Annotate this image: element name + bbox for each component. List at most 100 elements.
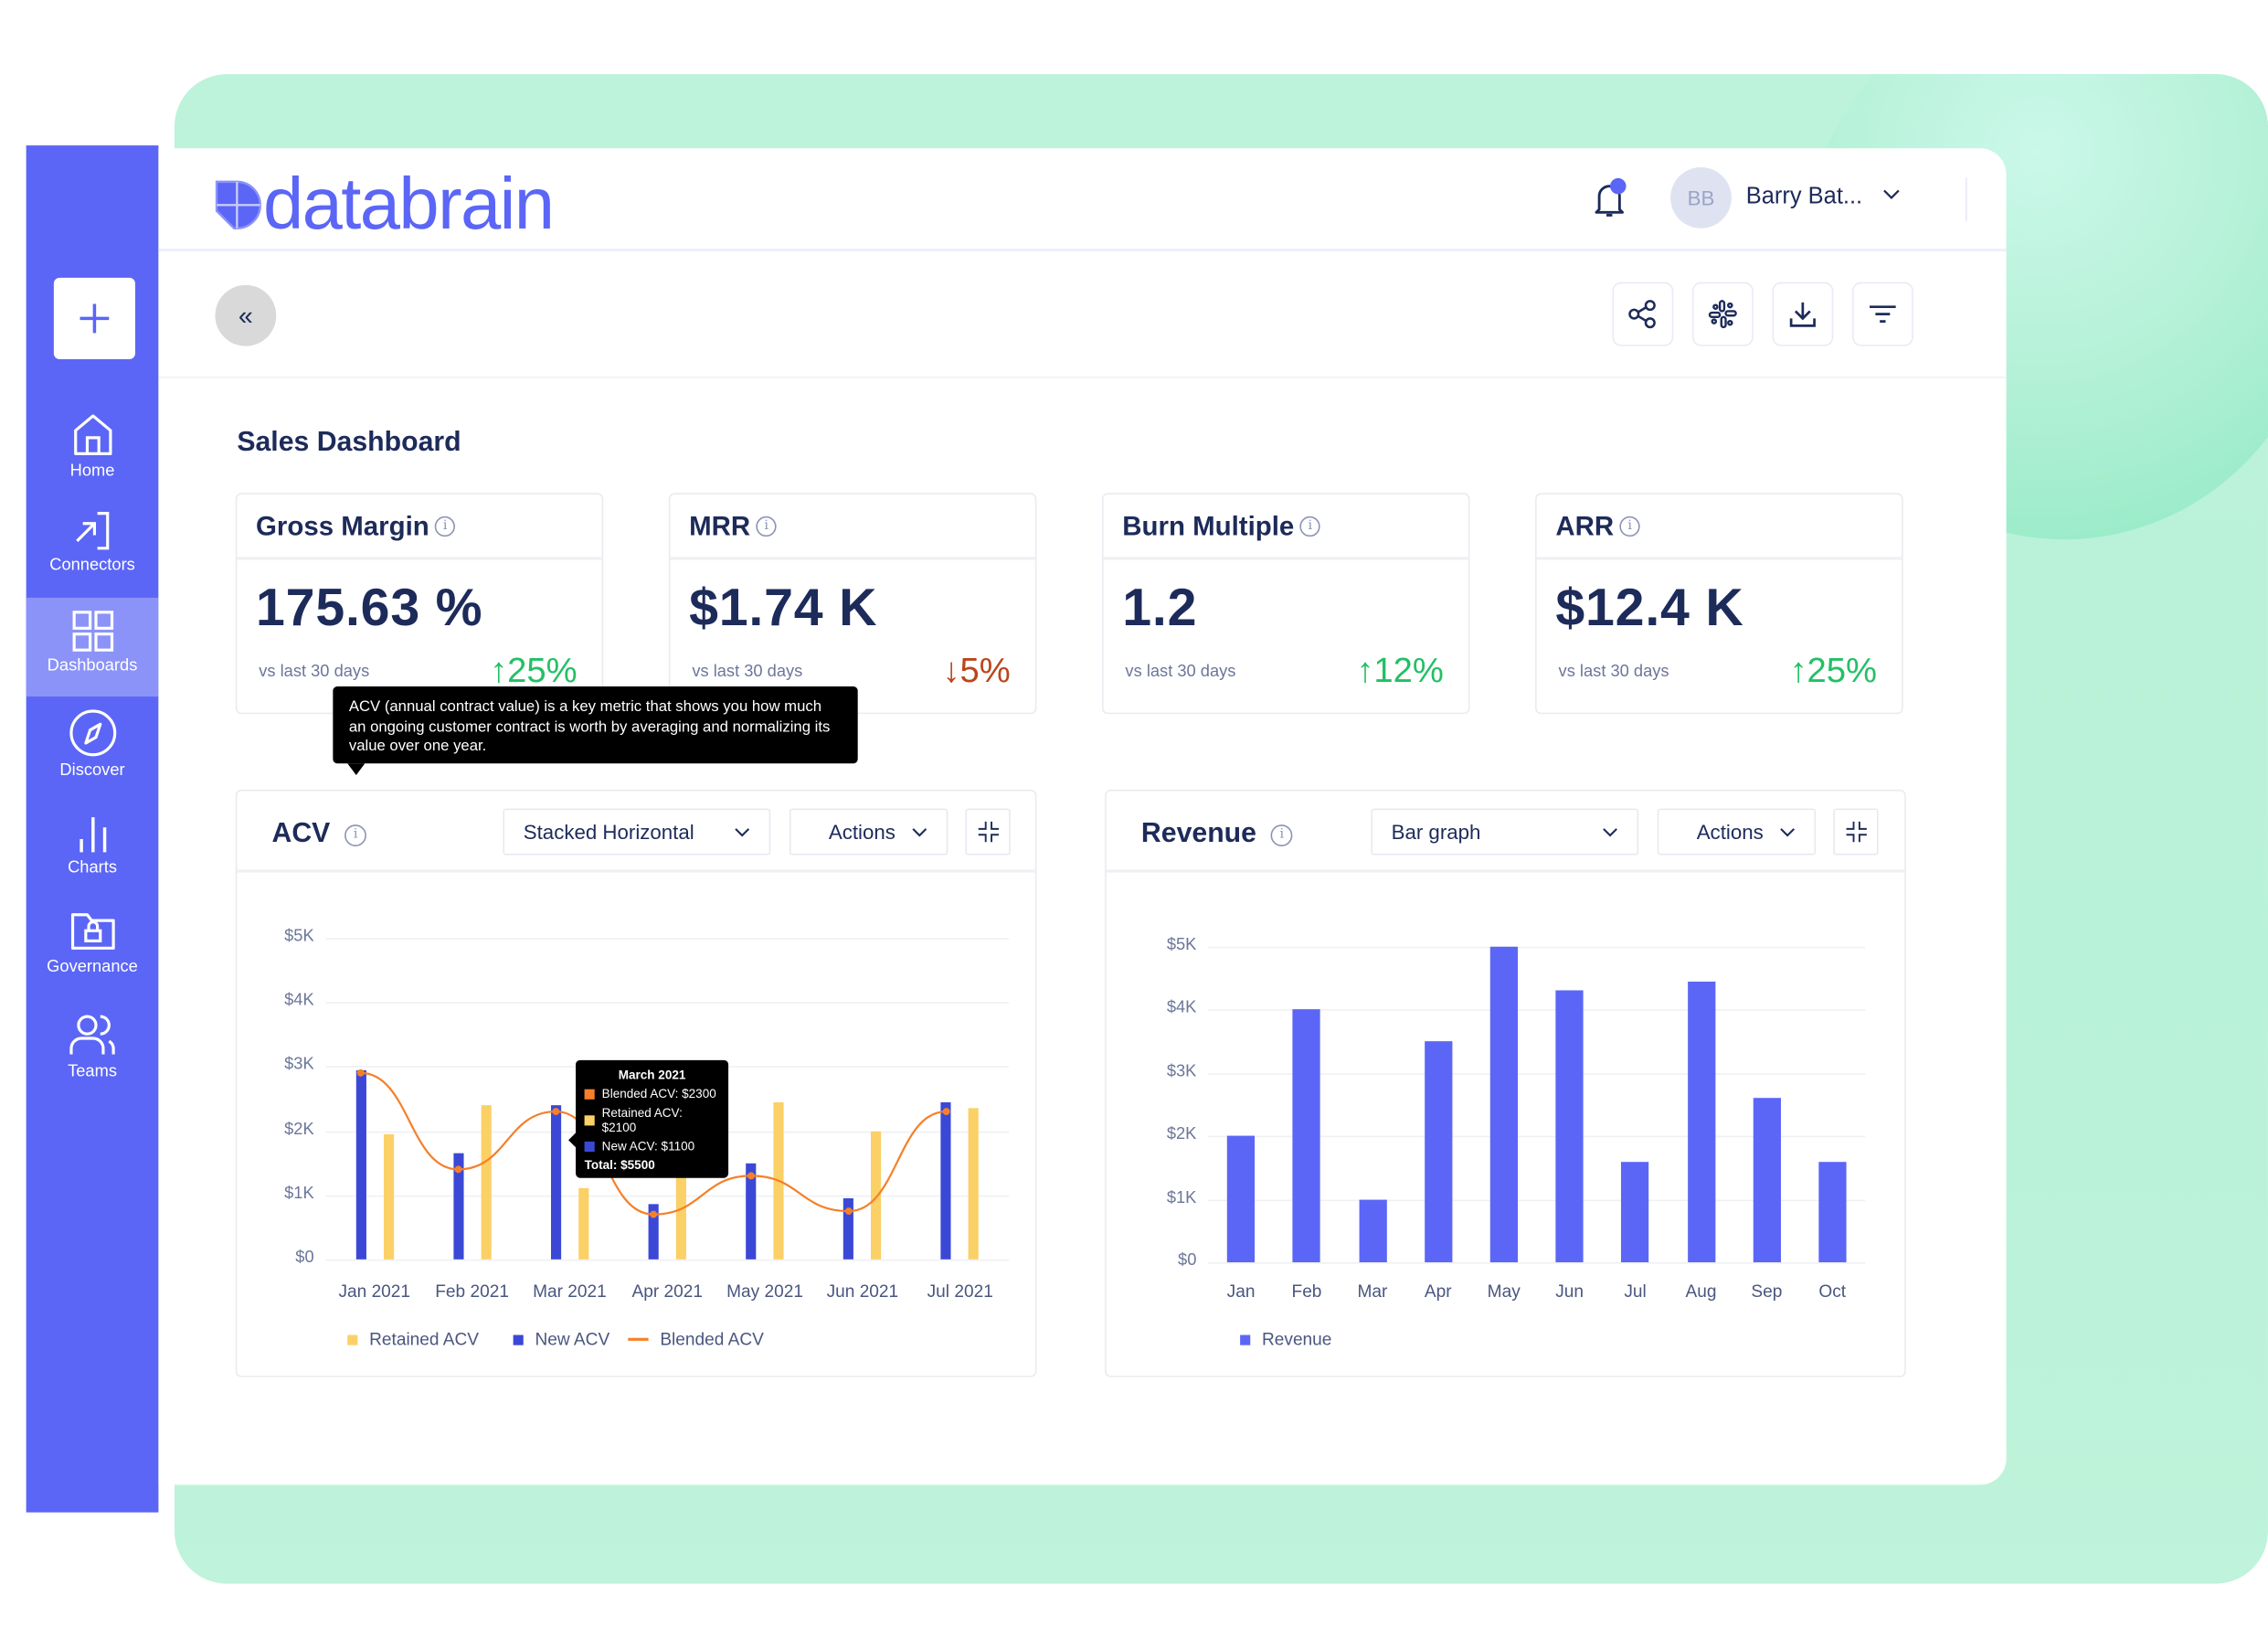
legend-swatch-icon <box>1240 1334 1251 1345</box>
info-icon[interactable]: i <box>1299 516 1320 537</box>
info-icon[interactable]: i <box>756 516 777 537</box>
chevron-down-icon[interactable] <box>1882 189 1900 201</box>
download-button[interactable] <box>1772 282 1834 346</box>
gridline <box>1208 1135 1866 1138</box>
sidebar-item-teams[interactable]: Teams <box>26 1001 159 1097</box>
sidebar-item-discover[interactable]: Discover <box>26 696 159 792</box>
legend-swatch <box>584 1088 595 1100</box>
chart-bar[interactable] <box>675 1169 686 1260</box>
share-button[interactable] <box>1612 282 1674 346</box>
chart-bar[interactable] <box>1555 991 1584 1262</box>
sidebar-item-governance[interactable]: Governance <box>26 896 159 997</box>
kpi-delta-value: 25% <box>507 651 578 691</box>
card-header: Revenue i Bar graph Actions <box>1106 792 1905 873</box>
kpi-delta: ↑12% <box>1356 652 1444 693</box>
compass-icon <box>69 709 116 757</box>
sidebar-item-label: Charts <box>68 859 117 877</box>
brand-logo[interactable]: databrain <box>214 163 555 244</box>
databrain-logo-icon <box>215 180 261 229</box>
gridline <box>325 1002 1010 1005</box>
select-value: Stacked Horizontal <box>523 820 694 844</box>
legend-swatch-icon <box>347 1334 358 1345</box>
y-axis-tick: $0 <box>295 1249 314 1267</box>
actions-dropdown[interactable]: Actions <box>789 808 949 856</box>
collapse-sidebar-button[interactable]: « <box>215 284 277 346</box>
chart-bar[interactable] <box>1292 1009 1321 1262</box>
minimize-icon <box>1845 821 1867 843</box>
download-icon <box>1789 302 1816 327</box>
chart-bar[interactable] <box>355 1069 366 1260</box>
chart-bar[interactable] <box>481 1105 492 1260</box>
kpi-value: 175.63 % <box>256 577 483 637</box>
legend-item[interactable]: Revenue <box>1240 1329 1331 1349</box>
chart-bar[interactable] <box>578 1188 589 1260</box>
gridline <box>1208 1072 1866 1075</box>
legend-label: Blended ACV <box>660 1329 764 1350</box>
chart-bar[interactable] <box>648 1205 659 1260</box>
tooltip-title: March 2021 <box>618 1067 686 1082</box>
chart-bar[interactable] <box>550 1105 561 1260</box>
acv-chart-plot[interactable]: $0 $1K $2K $3K $4K $5K Jan 2021 Feb 2021 Mar 202… <box>237 873 1034 1373</box>
sidebar-item-connectors[interactable]: Connectors <box>26 497 159 593</box>
avatar[interactable]: BB <box>1670 166 1732 229</box>
sidebar-item-home[interactable]: Home <box>26 400 159 496</box>
arrow-up-icon: ↑ <box>490 651 508 691</box>
chart-bar[interactable] <box>1687 981 1715 1262</box>
chart-bar[interactable] <box>1424 1041 1452 1262</box>
chart-bar[interactable] <box>1226 1135 1256 1262</box>
filter-icon <box>1870 305 1896 323</box>
legend-item[interactable]: Retained ACV <box>347 1329 479 1349</box>
info-icon[interactable]: i <box>435 516 456 537</box>
sidebar-item-dashboards[interactable]: Dashboards <box>26 597 159 697</box>
legend-item[interactable]: Blended ACV <box>628 1329 764 1349</box>
kpi-header: MRR i <box>670 494 1035 560</box>
sidebar-item-charts[interactable]: Charts <box>26 800 159 896</box>
kpi-delta: ↑25% <box>1789 652 1877 693</box>
chart-bar[interactable] <box>871 1131 882 1260</box>
chart-bar[interactable] <box>1818 1161 1847 1262</box>
x-axis-tick: May 2021 <box>726 1281 804 1302</box>
create-new-button[interactable] <box>53 277 135 359</box>
revenue-chart-plot[interactable]: $0 $1K $2K $3K $4K $5K Jan Feb Mar Apr May Jun Jul Au… <box>1107 873 1904 1373</box>
chart-bar[interactable] <box>969 1108 980 1260</box>
chart-bar[interactable] <box>1753 1098 1781 1262</box>
chart-bar[interactable] <box>383 1133 394 1260</box>
chart-type-select[interactable]: Stacked Horizontal <box>503 808 771 856</box>
chart-bar[interactable] <box>1621 1161 1649 1262</box>
dashboard-toolbar: « <box>158 251 2007 378</box>
tooltip-total: Total: $5500 <box>584 1157 655 1173</box>
notifications-button[interactable] <box>1592 177 1629 229</box>
kpi-title: MRR <box>689 509 751 541</box>
chart-bar[interactable] <box>843 1197 854 1260</box>
x-axis-tick: Feb 2021 <box>435 1281 509 1302</box>
chart-bar[interactable] <box>452 1153 464 1260</box>
tooltip-row-label: Blended ACV: $2300 <box>601 1086 716 1101</box>
gridline <box>1208 1198 1866 1201</box>
actions-dropdown[interactable]: Actions <box>1657 808 1817 856</box>
tooltip-row-label: Retained ACV: $2100 <box>601 1105 683 1134</box>
kpi-card-mrr: MRR i $1.74 K vs last 30 days ↓5% <box>668 493 1037 715</box>
collapse-card-button[interactable] <box>965 808 1011 856</box>
chart-bar[interactable] <box>941 1101 952 1260</box>
slack-button[interactable] <box>1691 282 1754 346</box>
actions-label: Actions <box>828 820 896 844</box>
sidebar: Home Connectors Dashboards Discover Char… <box>26 145 159 1513</box>
chart-type-select[interactable]: Bar graph <box>1371 808 1639 856</box>
chart-bar[interactable] <box>746 1163 757 1260</box>
collapse-card-button[interactable] <box>1833 808 1879 856</box>
chart-bar[interactable] <box>1358 1198 1387 1262</box>
kpi-header: Burn Multiple i <box>1103 494 1468 560</box>
kpi-value: $1.74 K <box>689 577 878 637</box>
y-axis-tick: $5K <box>284 928 314 946</box>
revenue-chart-card: Revenue i Bar graph Actions $0 $1K $2K $3K $4… <box>1105 789 1906 1377</box>
legend-item[interactable]: New ACV <box>513 1329 609 1349</box>
info-icon[interactable]: i <box>344 824 367 846</box>
chart-bar[interactable] <box>1489 946 1518 1262</box>
x-axis-tick: Jan <box>1226 1281 1256 1302</box>
info-icon[interactable]: i <box>1619 516 1640 537</box>
info-icon[interactable]: i <box>1270 824 1293 846</box>
kpi-card-burn-multiple: Burn Multiple i 1.2 vs last 30 days ↑12% <box>1101 493 1470 715</box>
filter-button[interactable] <box>1851 282 1913 346</box>
y-axis-tick: $0 <box>1178 1251 1197 1270</box>
user-name[interactable]: Barry Bat... <box>1745 185 1863 210</box>
